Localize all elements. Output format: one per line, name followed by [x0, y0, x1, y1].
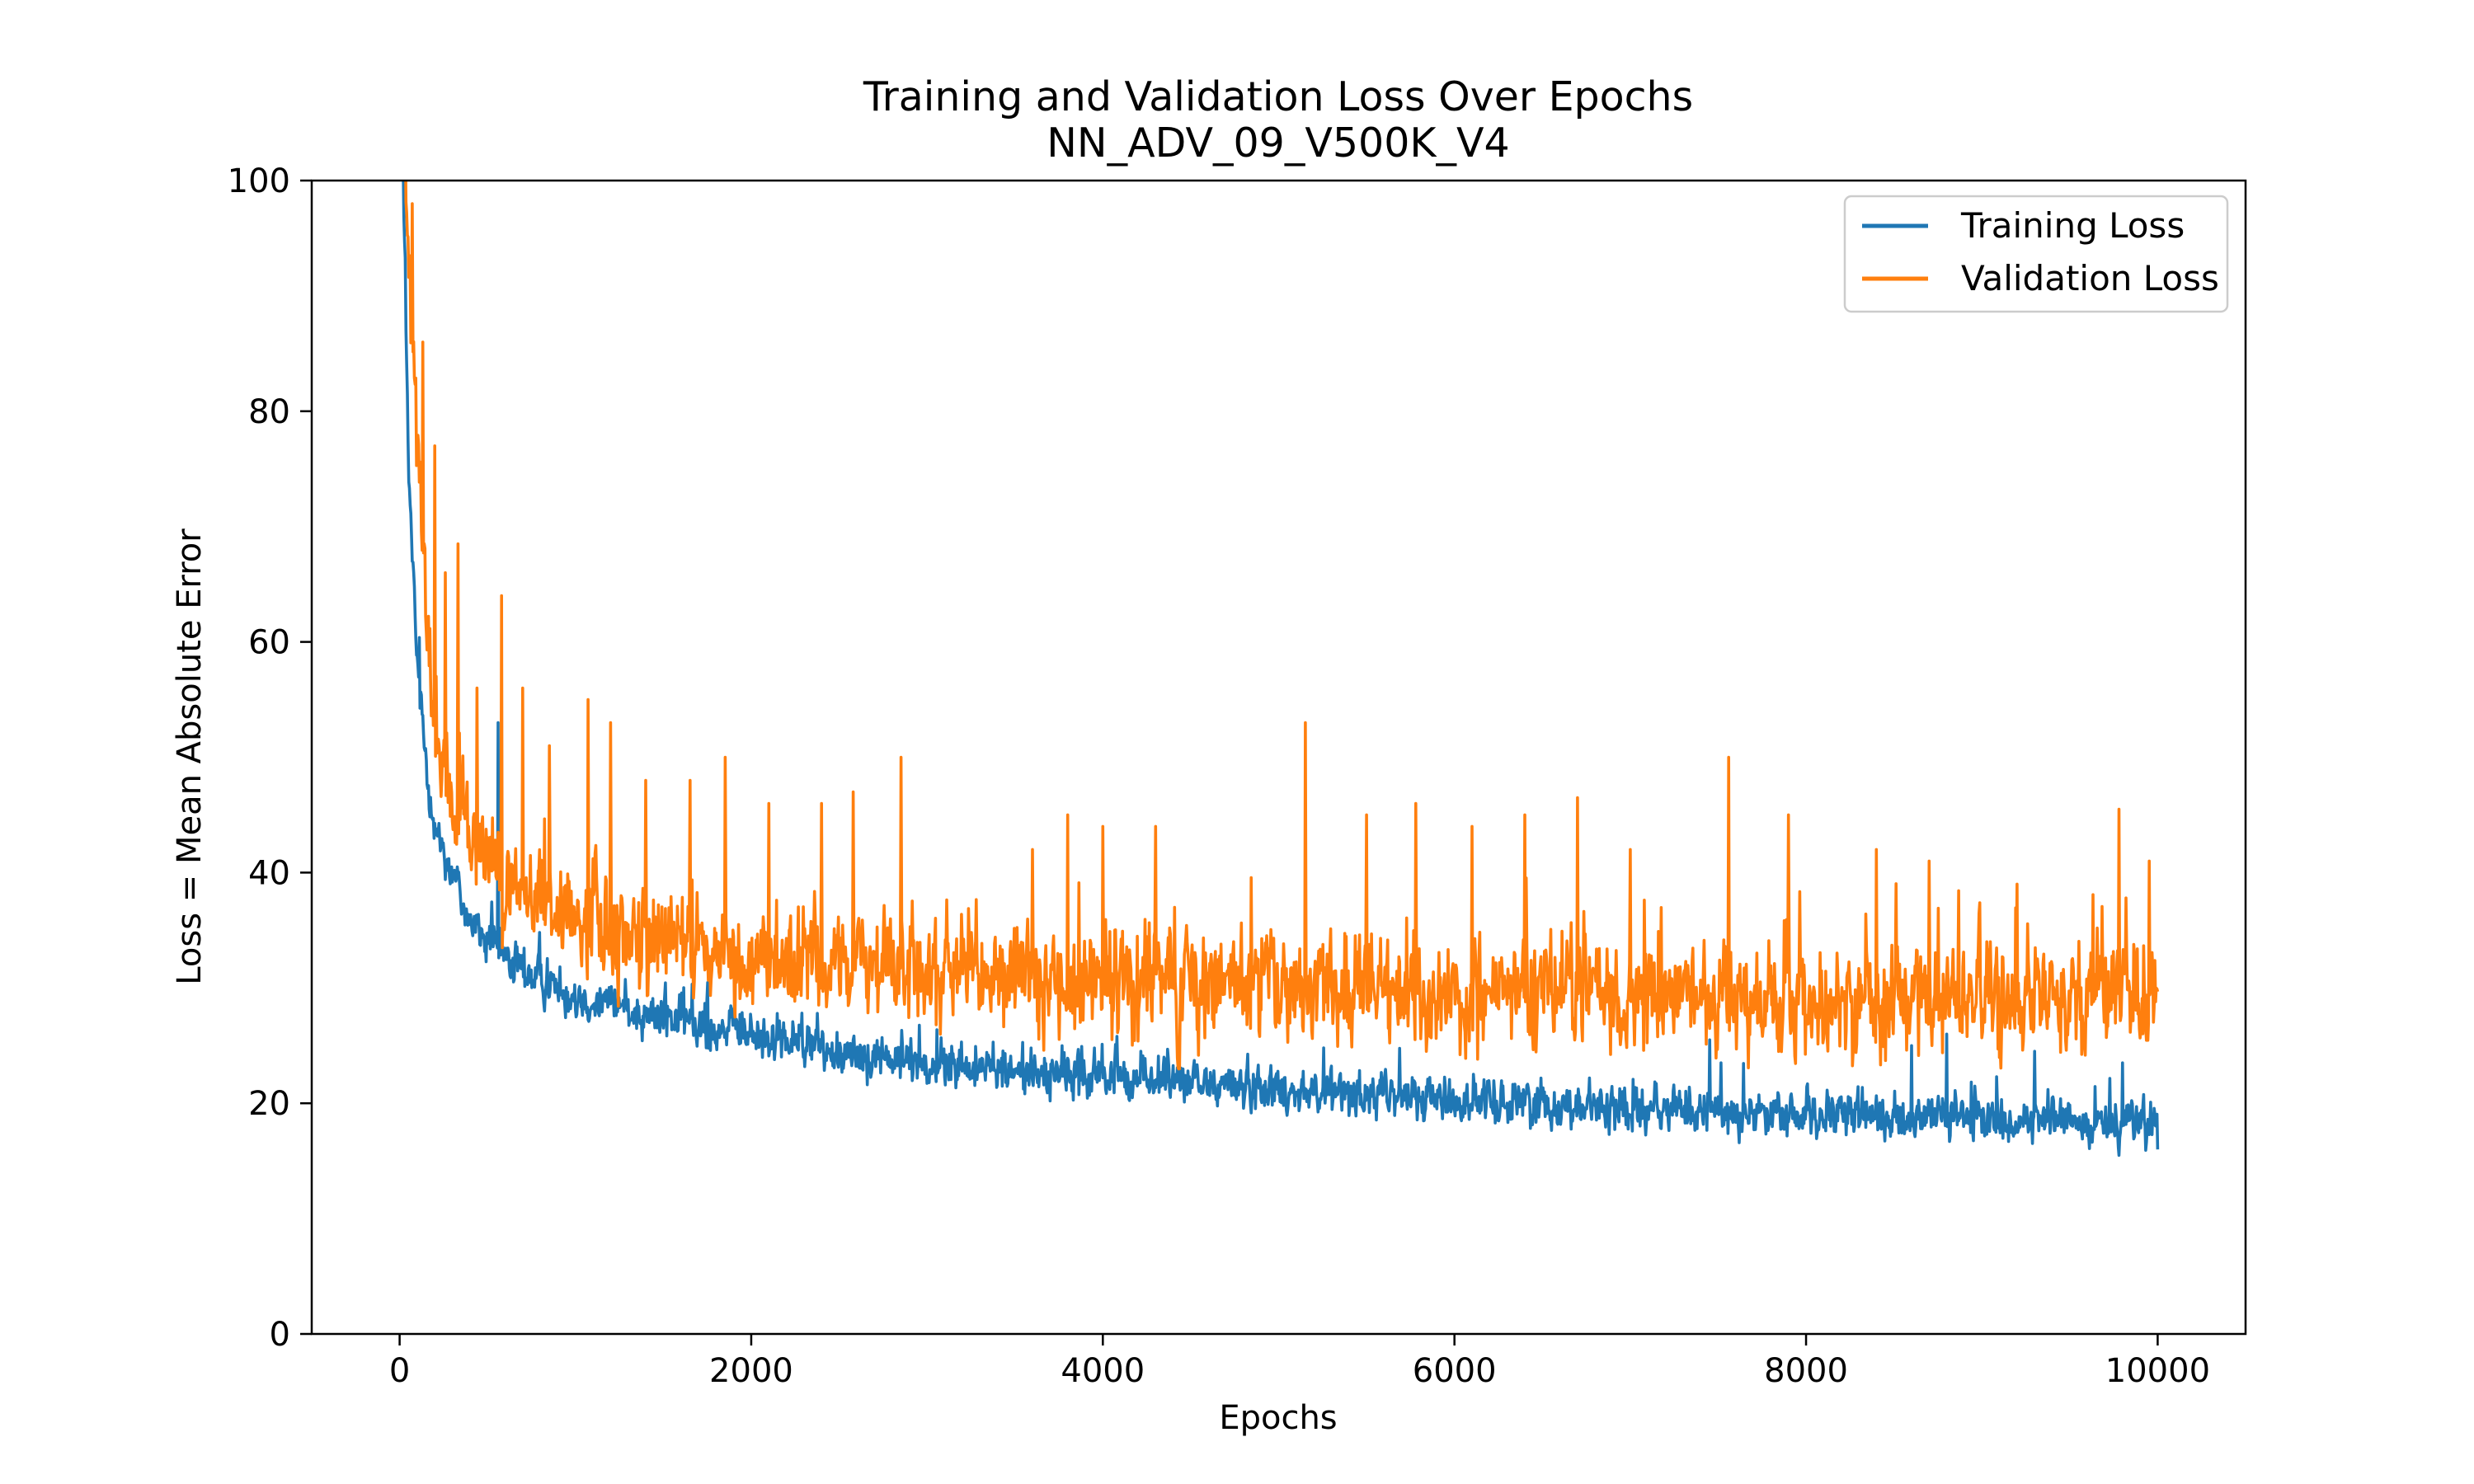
- x-axis: 0 2000 4000 6000 8000 10000: [389, 1334, 2210, 1390]
- y-tick-label: 60: [248, 624, 290, 662]
- series-line-validation-loss: [404, 181, 2160, 1071]
- chart-title: Training and Validation Loss Over Epochs: [863, 73, 1693, 120]
- legend-label-validation-loss: Validation Loss: [1961, 258, 2219, 298]
- y-tick-label: 20: [248, 1085, 290, 1123]
- x-tick-label: 2000: [709, 1352, 793, 1390]
- x-tick-label: 8000: [1764, 1352, 1848, 1390]
- legend-label-training-loss: Training Loss: [1960, 205, 2185, 246]
- legend: Training Loss Validation Loss: [1843, 195, 2229, 313]
- plot-frame: [310, 179, 2247, 1336]
- x-tick-label: 0: [389, 1352, 410, 1390]
- y-tick-label: 100: [228, 162, 290, 200]
- x-tick-label: 6000: [1413, 1352, 1497, 1390]
- chart-subtitle: NN_ADV_09_V500K_V4: [1047, 120, 1509, 167]
- y-axis: 0 20 40 60 80 100: [228, 162, 312, 1354]
- x-tick-label: 10000: [2105, 1352, 2210, 1390]
- series-line-training-loss: [402, 181, 2160, 1158]
- y-tick-label: 40: [248, 854, 290, 892]
- y-tick-label: 0: [270, 1316, 290, 1354]
- y-tick-label: 80: [248, 393, 290, 431]
- y-axis-label: Loss = Mean Absolute Error: [171, 528, 209, 985]
- x-tick-label: 4000: [1061, 1352, 1145, 1390]
- plot-area: [402, 181, 2160, 1158]
- legend-box: [1843, 195, 2229, 313]
- x-axis-label: Epochs: [1219, 1399, 1337, 1437]
